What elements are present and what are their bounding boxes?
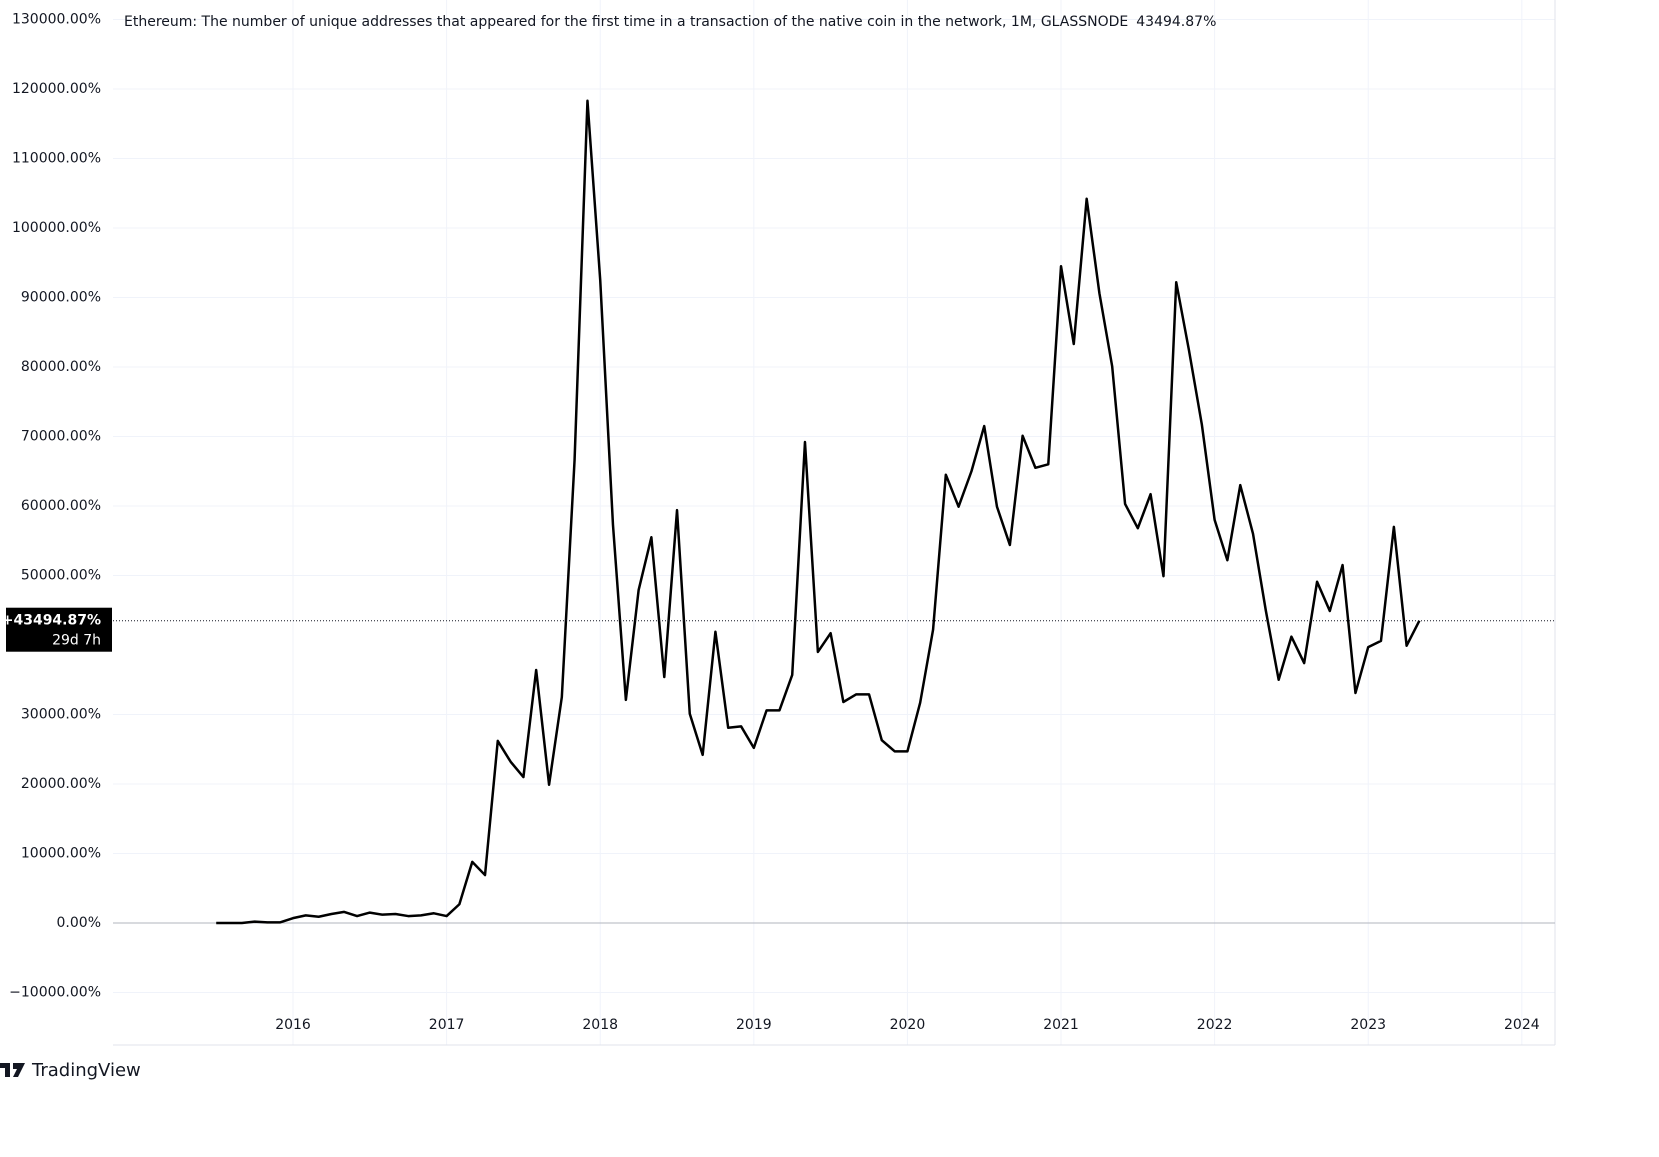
x-tick-label: 2019 bbox=[736, 1017, 772, 1033]
y-tick-label: 100000.00% bbox=[12, 220, 101, 236]
y-tick-label: 60000.00% bbox=[21, 498, 101, 514]
line bbox=[216, 99, 1421, 925]
title-value: 43494.87% bbox=[1136, 14, 1216, 30]
last-value-box bbox=[6, 607, 112, 652]
x-tick-label: 2018 bbox=[582, 1017, 618, 1033]
y-tick-label: 70000.00% bbox=[21, 428, 101, 444]
x-tick-label: 2022 bbox=[1197, 1017, 1233, 1033]
y-tick-label: 30000.00% bbox=[21, 707, 101, 723]
x-tick-label: 2020 bbox=[890, 1017, 926, 1033]
x-tick-label: 2024 bbox=[1504, 1017, 1540, 1033]
grid bbox=[113, 0, 1555, 1045]
y-tick-label: 110000.00% bbox=[12, 150, 101, 166]
x-tick-label: 2016 bbox=[275, 1017, 311, 1033]
brand: TradingView bbox=[31, 1060, 141, 1081]
y-tick-label: −10000.00% bbox=[9, 985, 101, 1001]
y-tick-label: 50000.00% bbox=[21, 567, 101, 583]
y-tick-label: 80000.00% bbox=[21, 359, 101, 375]
x-tick-label: 2023 bbox=[1350, 1017, 1386, 1033]
y-tick-label: 120000.00% bbox=[12, 81, 101, 97]
logo: TradingView bbox=[0, 1060, 141, 1081]
x-tick-label: 2021 bbox=[1043, 1017, 1079, 1033]
countdown: 29d 7h bbox=[52, 633, 101, 649]
y-tick-label: 0.00% bbox=[57, 915, 101, 931]
x-tick-label: 2017 bbox=[429, 1017, 465, 1033]
logo-icon bbox=[0, 1063, 25, 1077]
last-value-label: +43494.87% bbox=[2, 613, 101, 629]
y-tick-label: 20000.00% bbox=[21, 776, 101, 792]
chart-title: Ethereum: The number of unique addresses… bbox=[124, 14, 1128, 30]
y-tick-label: 90000.00% bbox=[21, 289, 101, 305]
y-tick-label: 10000.00% bbox=[21, 846, 101, 862]
y-tick-label: 130000.00% bbox=[12, 11, 101, 27]
